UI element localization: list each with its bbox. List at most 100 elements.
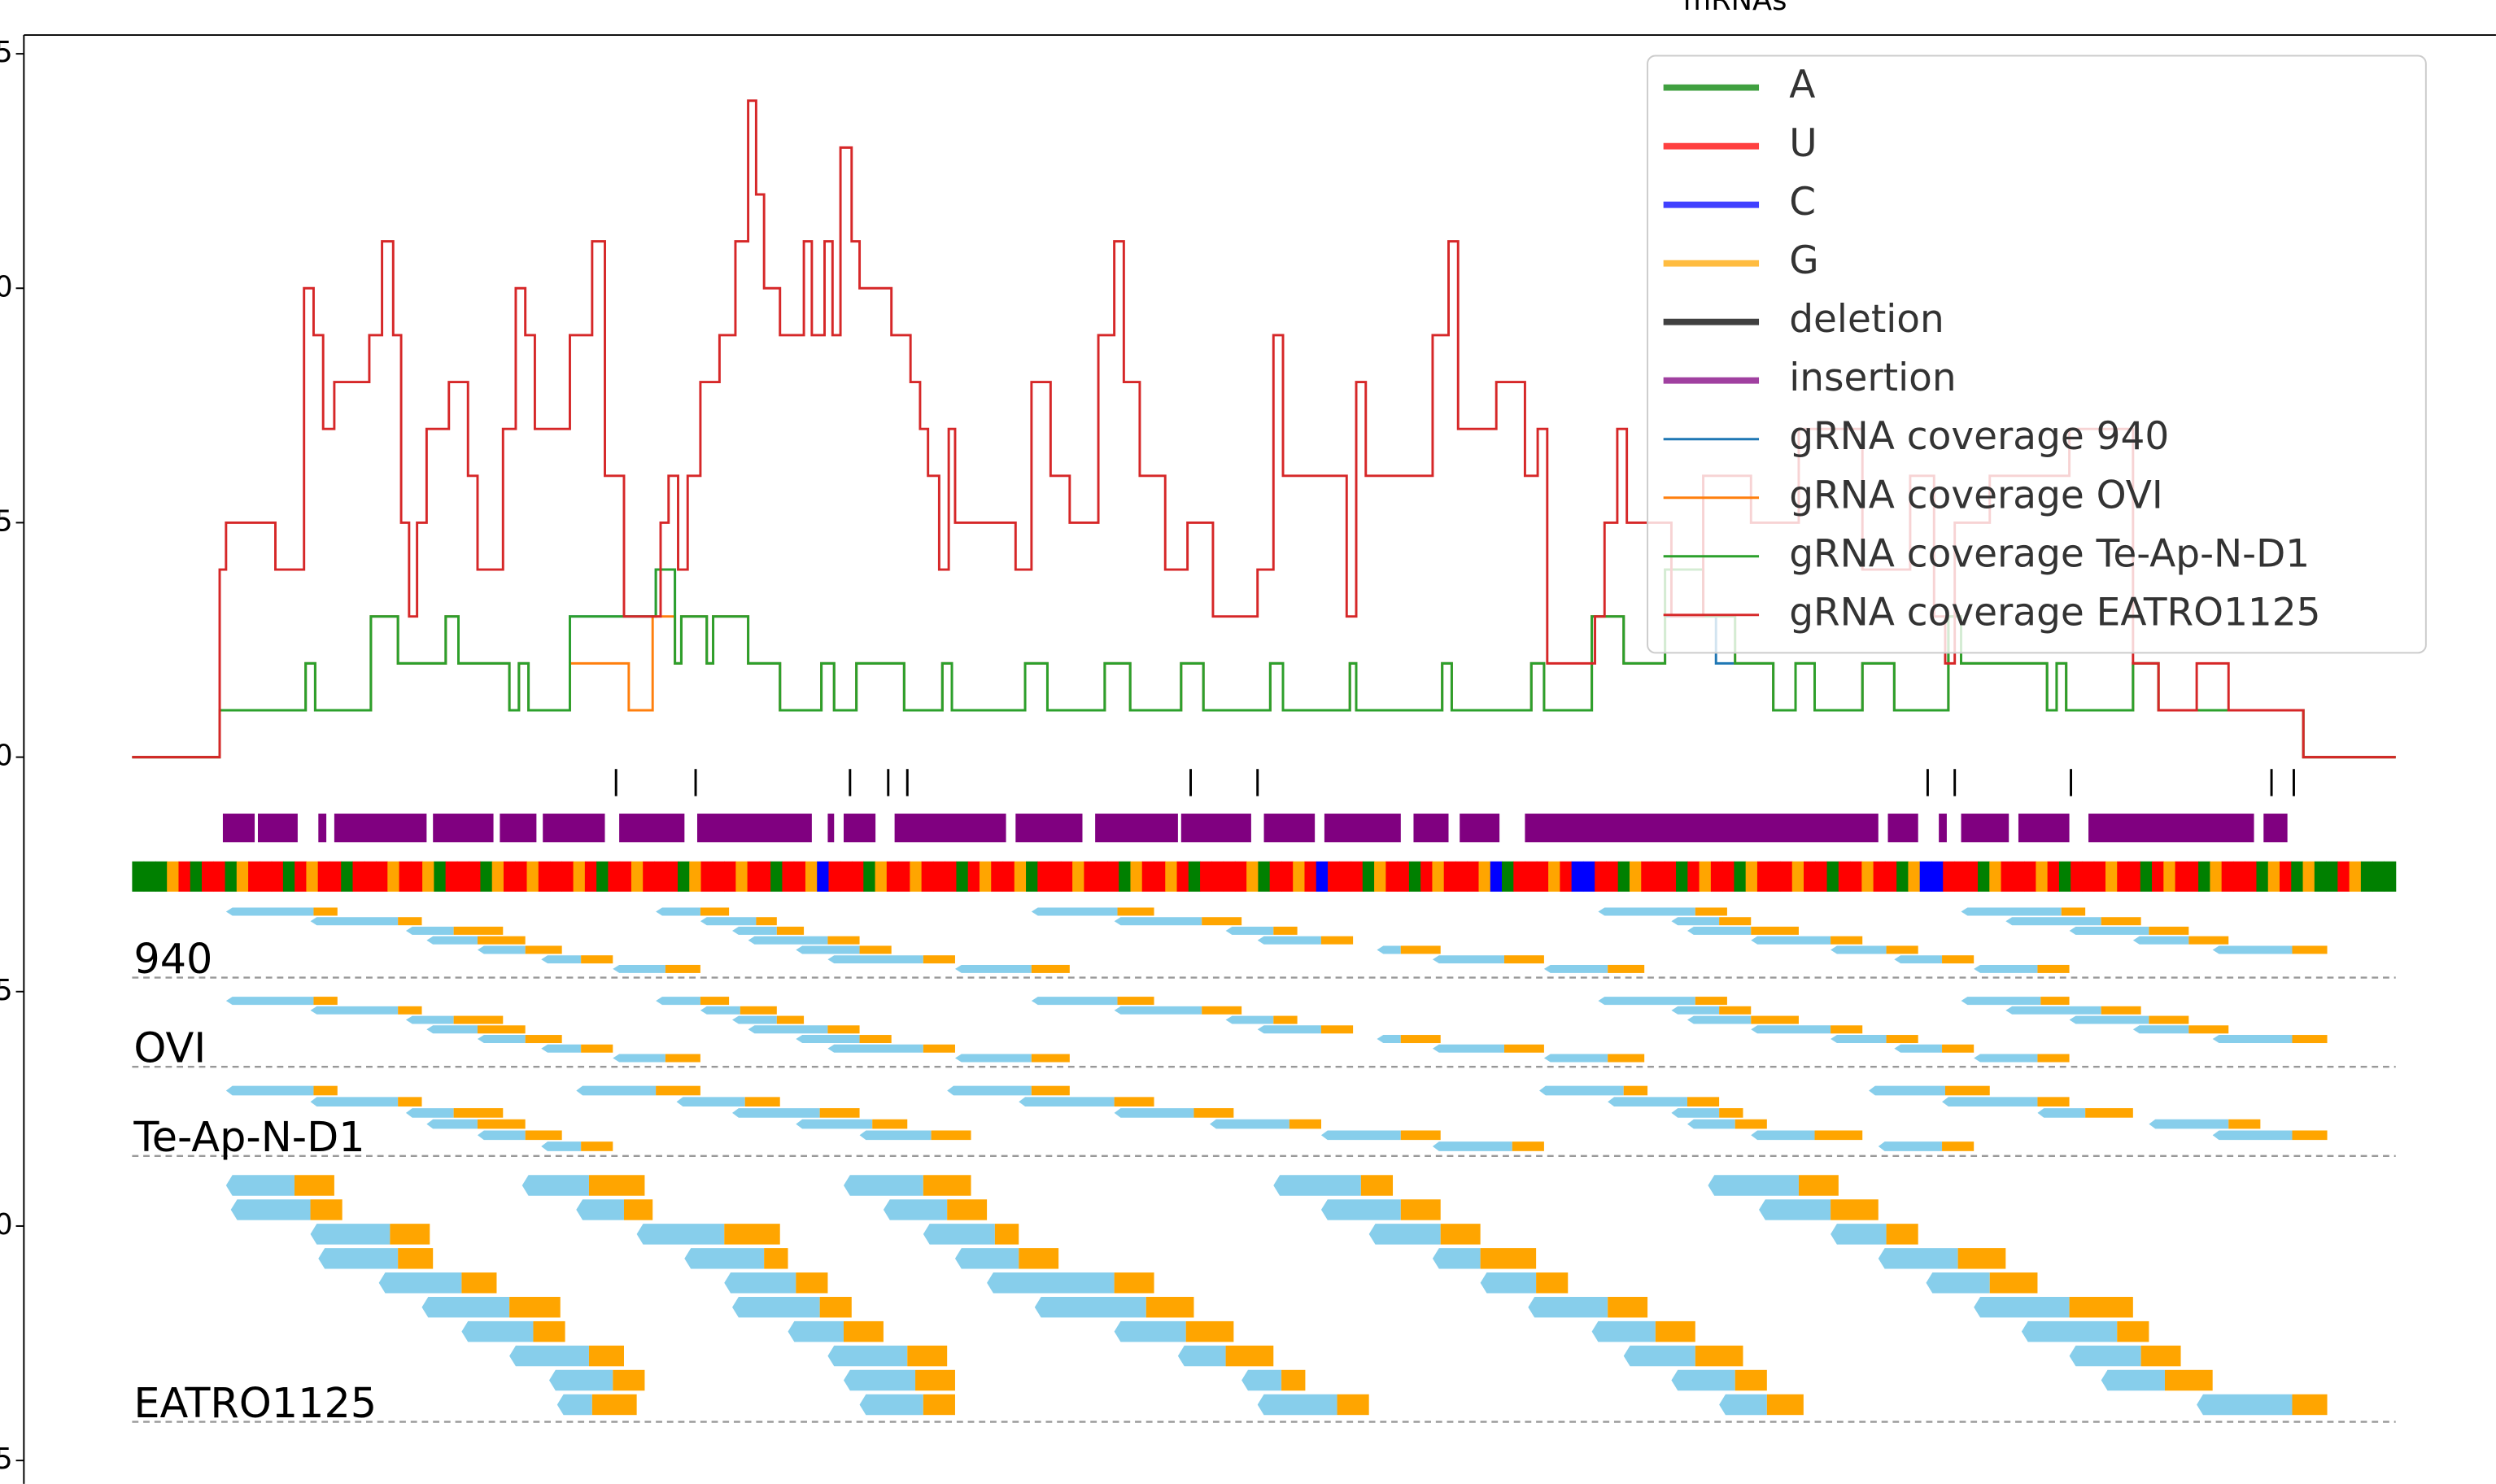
nucleotide xyxy=(1502,861,1514,892)
grna-body xyxy=(656,997,700,1006)
grna-body xyxy=(477,945,526,954)
nucleotide xyxy=(2001,861,2014,892)
grna-body xyxy=(1034,1296,1146,1318)
grna-body xyxy=(1671,1108,1720,1118)
grna-body xyxy=(1241,1369,1282,1391)
grna-body xyxy=(2069,1345,2141,1367)
insertion-mark xyxy=(696,814,812,843)
y-tick-label: 0 xyxy=(0,740,13,773)
grna-anchor xyxy=(1751,1015,1799,1024)
grna-anchor xyxy=(1944,1085,1990,1096)
nucleotide xyxy=(2221,861,2234,892)
grna-body xyxy=(732,1015,777,1024)
nucleotide xyxy=(1954,861,1967,892)
grna-body xyxy=(1623,1345,1695,1367)
nucleotide xyxy=(561,861,574,892)
nucleotide xyxy=(1734,861,1747,892)
insertion-mark xyxy=(1413,814,1449,843)
insertion-mark xyxy=(827,814,835,843)
grna-anchor xyxy=(1719,1108,1743,1118)
grna-body xyxy=(1926,1272,1990,1294)
nucleotide xyxy=(1165,861,1178,892)
nucleotide xyxy=(1525,861,1538,892)
grna-anchor xyxy=(859,945,892,954)
nucleotide xyxy=(2082,861,2095,892)
grna-anchor xyxy=(1886,945,1918,954)
nucleotide xyxy=(1408,861,1421,892)
grna-body xyxy=(1114,1108,1194,1118)
grna-body xyxy=(1869,1085,1945,1096)
grna-body xyxy=(477,1130,526,1141)
nucleotide xyxy=(2024,861,2036,892)
nucleotide xyxy=(1002,861,1015,892)
nucleotide xyxy=(1745,861,1758,892)
grna-anchor xyxy=(1503,955,1544,964)
grna-body xyxy=(2037,1108,2086,1118)
nucleotide xyxy=(2232,861,2245,892)
grna-body xyxy=(1377,945,1401,954)
grna-anchor xyxy=(1320,1025,1354,1034)
grna-anchor xyxy=(994,1224,1019,1245)
nucleotide xyxy=(1652,861,1665,892)
grna-body xyxy=(225,907,314,916)
grna-anchor xyxy=(1320,936,1354,945)
grna-body xyxy=(1671,1369,1735,1391)
insertion-mark xyxy=(1263,814,1316,843)
grna-body xyxy=(576,1085,657,1096)
grna-anchor xyxy=(1735,1369,1767,1391)
nucleotide xyxy=(758,861,771,892)
grna-anchor xyxy=(1814,1130,1863,1141)
grna-body xyxy=(1974,964,2038,973)
grna-anchor xyxy=(588,1175,645,1196)
nucleotide xyxy=(1443,861,1456,892)
grna-body xyxy=(310,1006,399,1015)
nucleotide xyxy=(550,861,562,892)
nucleotide xyxy=(295,861,308,892)
grna-anchor xyxy=(398,1006,422,1015)
grna-anchor xyxy=(1225,1345,1274,1367)
grna-body xyxy=(2005,1006,2101,1015)
grna-anchor xyxy=(1114,1097,1154,1107)
nucleotide xyxy=(747,861,760,892)
grna-anchor xyxy=(1655,1320,1695,1342)
grna-anchor xyxy=(310,1199,343,1220)
nucleotide xyxy=(1478,861,1491,892)
nucleotide xyxy=(190,861,203,892)
grna-body xyxy=(521,1175,589,1196)
nucleotide xyxy=(1316,861,1329,892)
grna-anchor xyxy=(724,1224,780,1245)
grna-anchor xyxy=(1886,1224,1918,1245)
grna-anchor xyxy=(1766,1394,1804,1416)
nucleotide xyxy=(410,861,423,892)
nucleotide xyxy=(596,861,609,892)
grna-body xyxy=(1974,1296,2070,1318)
grna-body xyxy=(2069,926,2149,935)
nucleotide xyxy=(584,861,597,892)
nucleotide xyxy=(1106,861,1119,892)
grna-body xyxy=(2021,1320,2118,1342)
grna-anchor xyxy=(461,1272,497,1294)
nucleotide xyxy=(1513,861,1526,892)
nucleotide xyxy=(2245,861,2258,892)
nucleotide xyxy=(2314,861,2327,892)
grna-anchor xyxy=(2292,1394,2328,1416)
insertion-mark xyxy=(1887,814,1918,843)
grna-body xyxy=(549,1369,613,1391)
grna-body xyxy=(1432,1248,1481,1269)
legend-label: C xyxy=(1789,180,1816,225)
grna-anchor xyxy=(1202,1006,1242,1015)
legend-label: A xyxy=(1789,63,1815,107)
grna-body xyxy=(1708,1175,1799,1196)
nucleotide xyxy=(456,861,469,892)
grna-anchor xyxy=(915,1369,955,1391)
nucleotide xyxy=(1884,861,1897,892)
nucleotide xyxy=(1873,861,1886,892)
nucleotide xyxy=(1328,861,1340,892)
nucleotide xyxy=(1838,861,1851,892)
grna-anchor xyxy=(744,1097,780,1107)
nucleotide xyxy=(619,861,632,892)
grna-body xyxy=(613,1054,665,1063)
grna-anchor xyxy=(1798,1175,1839,1196)
nucleotide xyxy=(921,861,934,892)
grna-body xyxy=(1210,1119,1289,1129)
